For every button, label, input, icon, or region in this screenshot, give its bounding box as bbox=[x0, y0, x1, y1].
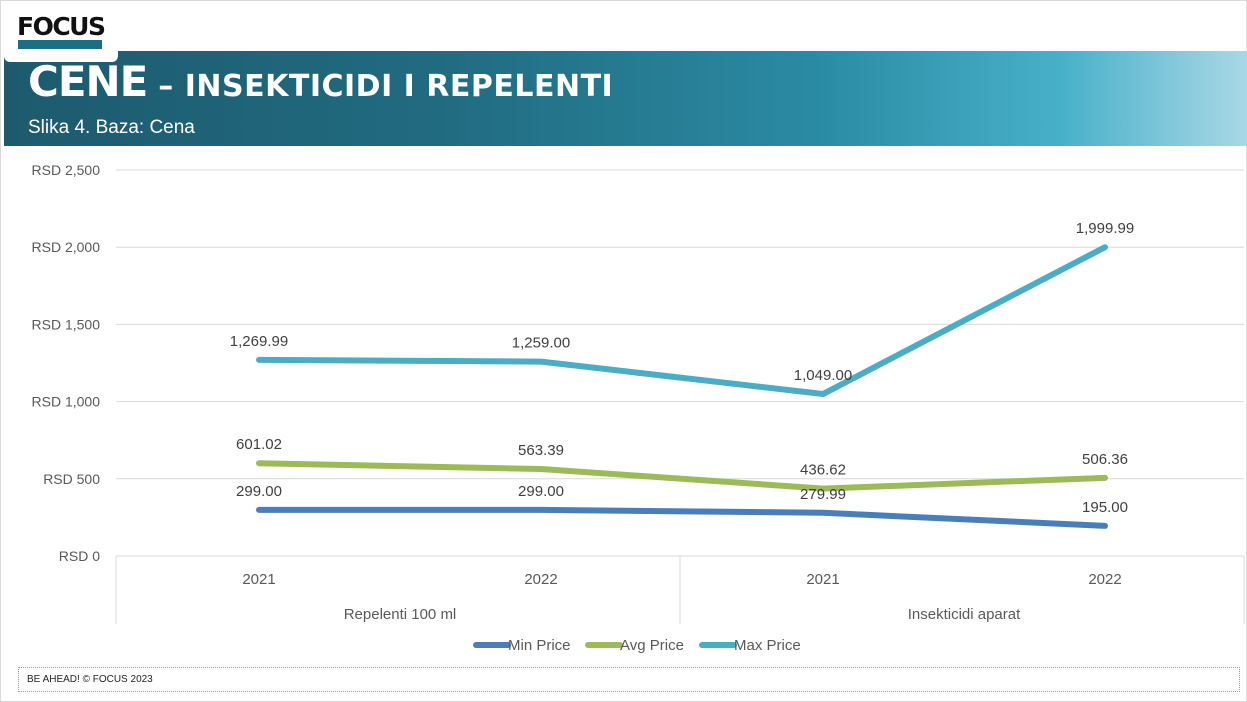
page-subtitle: Slika 4. Baza: Cena bbox=[28, 117, 195, 138]
x-tick-label: 2022 bbox=[1088, 571, 1121, 588]
title-rest: – INSEKTICIDI I REPELENTI bbox=[147, 69, 614, 104]
x-tick-label: 2021 bbox=[806, 571, 839, 588]
data-label: 601.02 bbox=[236, 436, 282, 453]
title-banner: CENE – INSEKTICIDI I REPELENTI Slika 4. … bbox=[4, 51, 1247, 146]
y-tick-label: RSD 500 bbox=[43, 471, 100, 487]
x-tick-label: 2022 bbox=[524, 571, 557, 588]
series-line bbox=[256, 506, 1108, 529]
data-label: 436.62 bbox=[800, 462, 846, 479]
y-tick-label: RSD 1,500 bbox=[32, 316, 101, 332]
data-label: 1,269.99 bbox=[230, 333, 288, 350]
legend-label: Min Price bbox=[508, 637, 571, 654]
y-tick-label: RSD 0 bbox=[59, 548, 100, 564]
legend-label: Max Price bbox=[734, 637, 801, 654]
data-label: 279.99 bbox=[800, 486, 846, 503]
data-label: 1,259.00 bbox=[512, 335, 570, 352]
logo-text: FOCUS bbox=[17, 12, 106, 41]
series-line bbox=[256, 460, 1108, 492]
focus-logo: FOCUS bbox=[4, 4, 118, 62]
title-main: CENE bbox=[28, 57, 148, 106]
data-label: 563.39 bbox=[518, 442, 564, 459]
footer-text: BE AHEAD! © FOCUS 2023 bbox=[27, 674, 153, 685]
price-line-chart: RSD 0 RSD 500 RSD 1,000 RSD 1,500 RSD 2,000 R… bbox=[32, 162, 1245, 654]
x-tick-label: 2021 bbox=[242, 571, 275, 588]
legend-label: Avg Price bbox=[620, 637, 684, 654]
x-group-label: Repelenti 100 ml bbox=[344, 606, 457, 623]
data-label: 1,999.99 bbox=[1076, 220, 1134, 237]
y-tick-label: RSD 2,000 bbox=[32, 239, 101, 255]
page-title: CENE – INSEKTICIDI I REPELENTI bbox=[28, 57, 613, 106]
x-group-label: Insekticidi aparat bbox=[908, 606, 1021, 623]
y-tick-label: RSD 1,000 bbox=[32, 394, 101, 410]
data-label: 299.00 bbox=[518, 483, 564, 500]
logo-bar bbox=[18, 40, 102, 49]
data-label: 299.00 bbox=[236, 483, 282, 500]
data-label: 506.36 bbox=[1082, 451, 1128, 468]
footer: BE AHEAD! © FOCUS 2023 bbox=[18, 667, 1240, 692]
y-tick-label: RSD 2,500 bbox=[32, 162, 101, 178]
data-label: 1,049.00 bbox=[794, 367, 852, 384]
data-label: 195.00 bbox=[1082, 499, 1128, 516]
series-line bbox=[256, 244, 1108, 398]
